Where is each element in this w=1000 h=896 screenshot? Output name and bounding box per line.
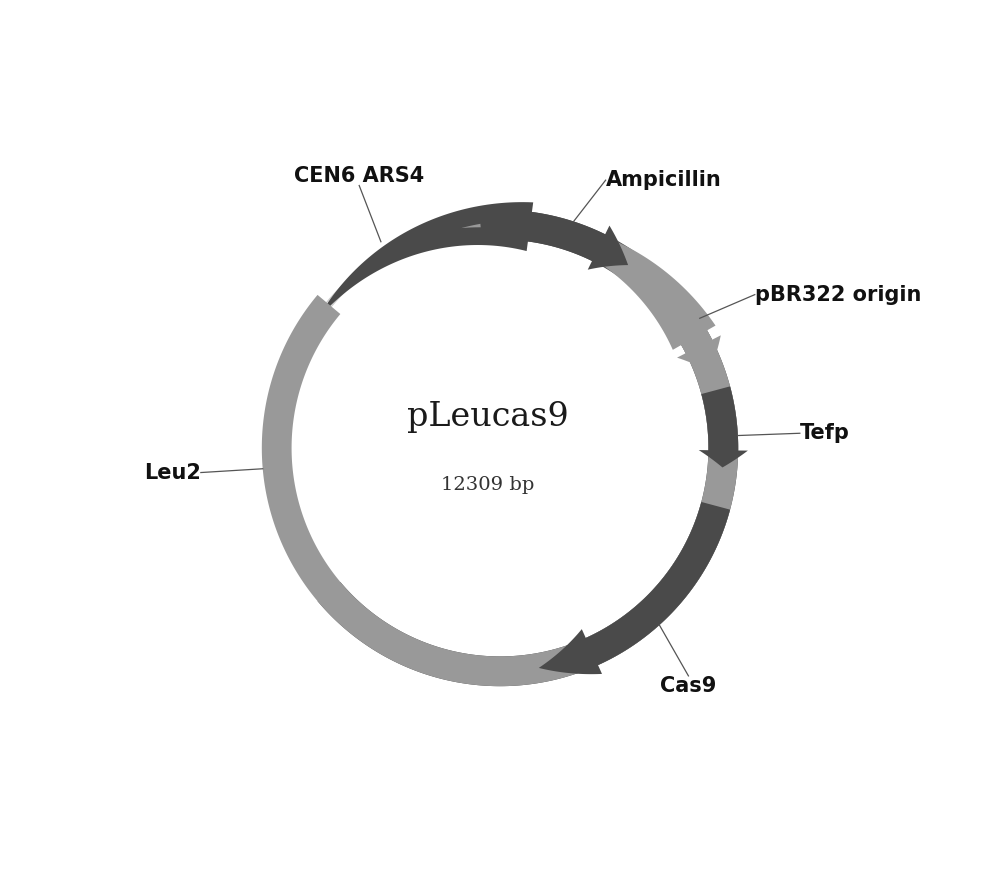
- Polygon shape: [262, 220, 738, 686]
- Text: 12309 bp: 12309 bp: [441, 476, 534, 495]
- Text: pLeucas9: pLeucas9: [407, 401, 568, 433]
- Polygon shape: [479, 210, 628, 270]
- Text: Leu2: Leu2: [144, 462, 201, 483]
- Polygon shape: [699, 386, 748, 468]
- Text: Cas9: Cas9: [660, 676, 717, 696]
- Text: Tefp: Tefp: [800, 423, 850, 444]
- Text: Ampicillin: Ampicillin: [606, 170, 721, 190]
- Polygon shape: [317, 202, 738, 686]
- Polygon shape: [628, 261, 721, 372]
- Text: pBR322 origin: pBR322 origin: [755, 285, 921, 305]
- Text: CEN6 ARS4: CEN6 ARS4: [294, 166, 424, 185]
- Polygon shape: [539, 502, 730, 674]
